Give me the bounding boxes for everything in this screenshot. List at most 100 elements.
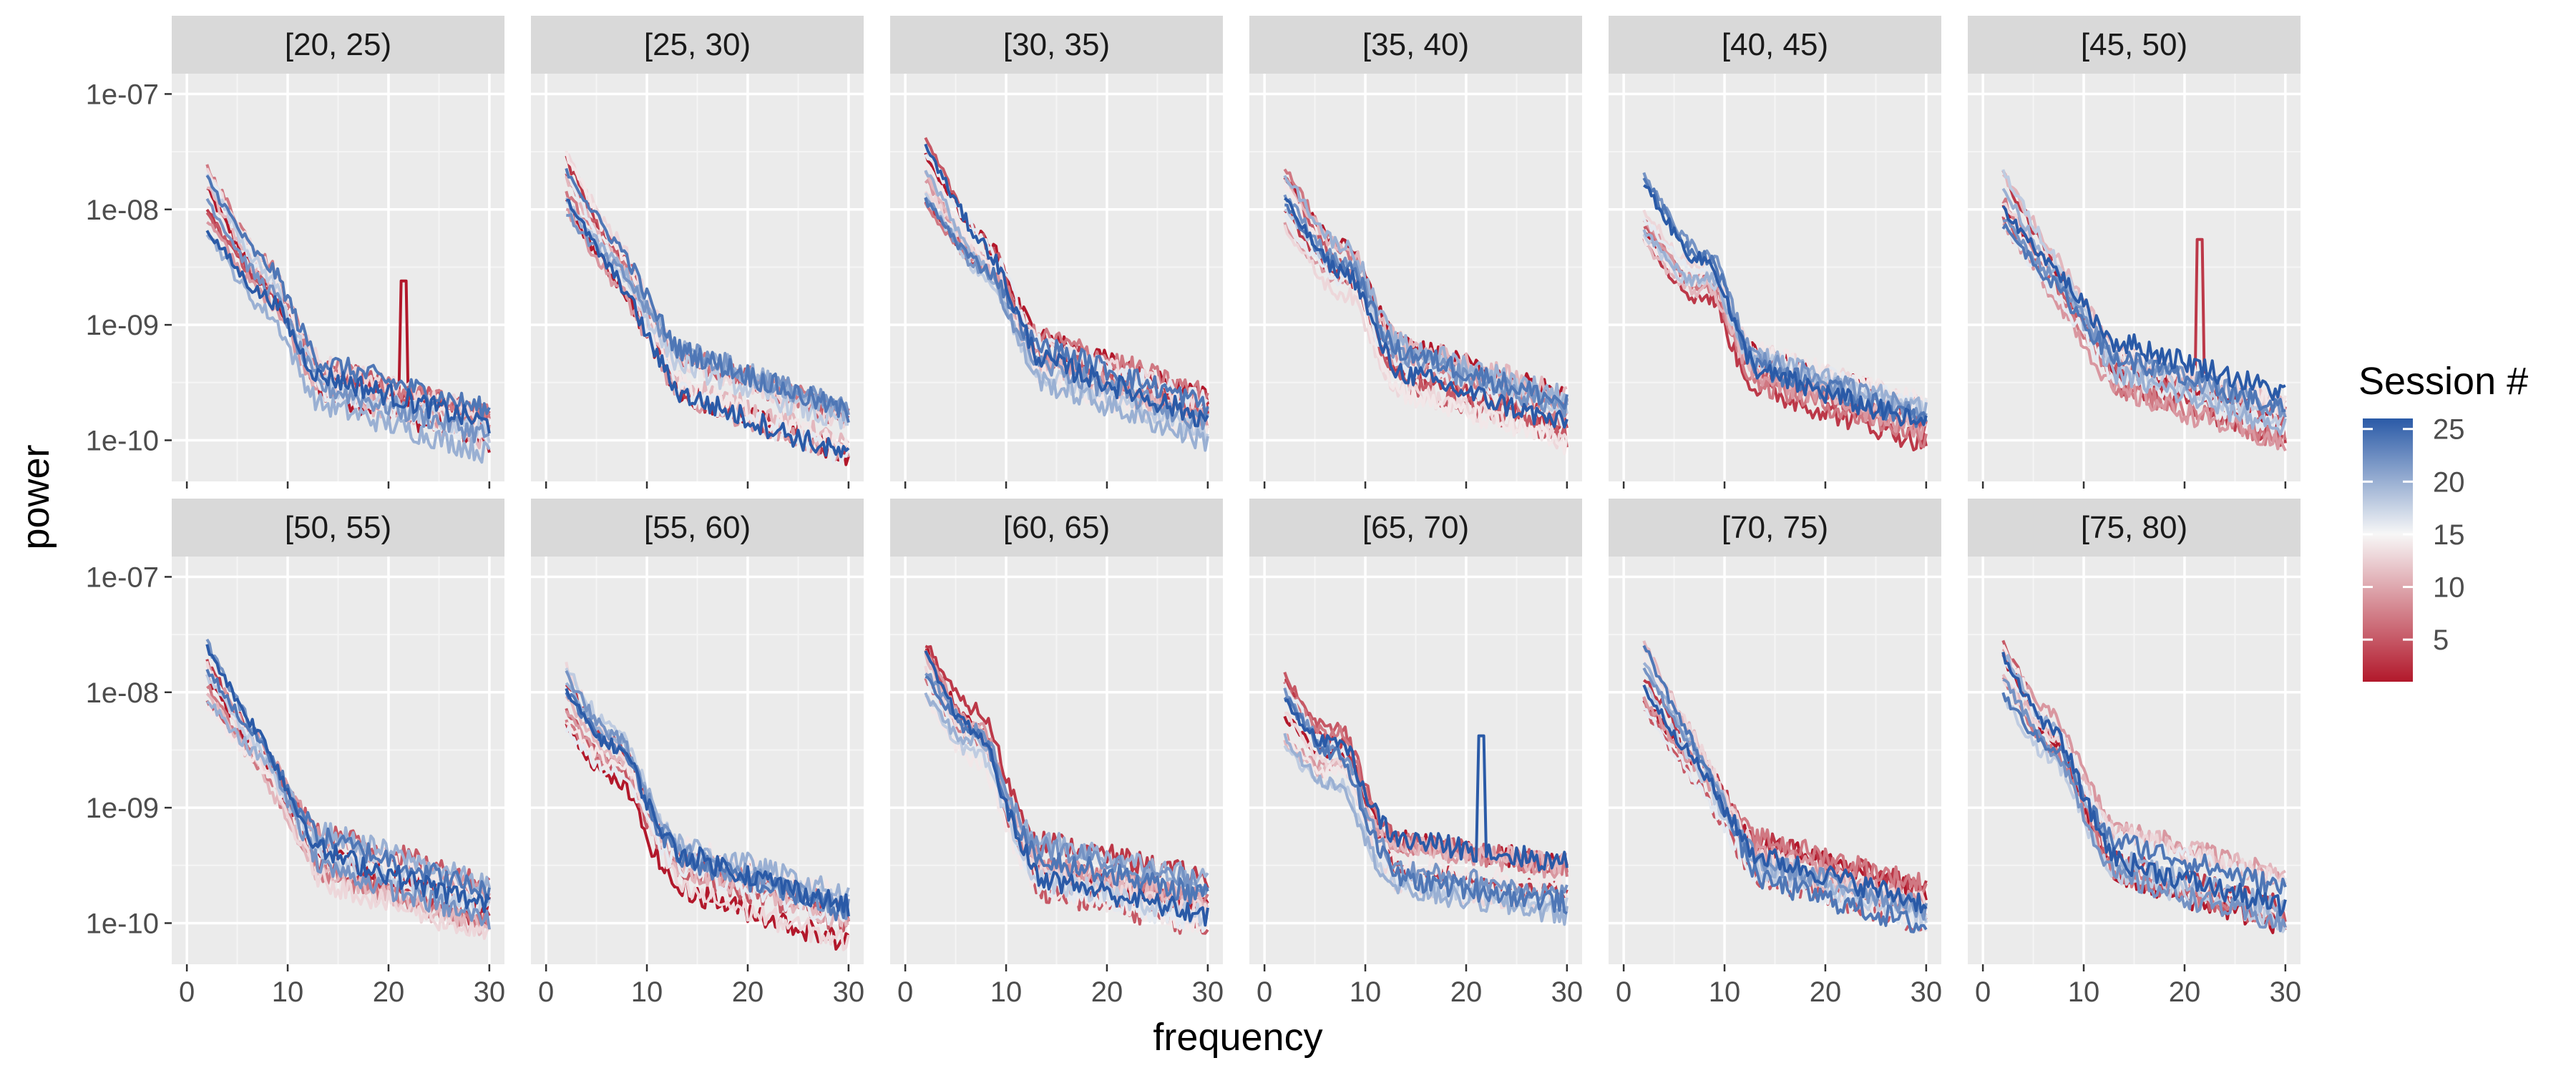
y-tick-label: 1e-07: [86, 79, 159, 110]
facet-strip-label: [70, 75): [1722, 510, 1828, 545]
series-lines: [924, 645, 1209, 935]
series-line: [2001, 652, 2287, 917]
series-line: [566, 198, 850, 459]
series-line: [1643, 184, 1928, 427]
x-tick-label: 0: [897, 976, 913, 1008]
facet-panel: [60, 65): [890, 499, 1223, 964]
panel-grid: [531, 74, 864, 481]
facet-strip-label: [75, 80): [2081, 510, 2187, 545]
series-lines: [2001, 640, 2287, 934]
series-line: [2002, 678, 2287, 933]
series-lines: [205, 164, 491, 464]
series-line: [565, 167, 850, 423]
series-lines: [924, 137, 1209, 452]
facet-panel: [20, 25): [172, 16, 504, 481]
x-tick-label: 0: [538, 976, 554, 1008]
x-tick-label: 20: [1810, 976, 1842, 1008]
y-tick-label: 1e-07: [86, 562, 159, 593]
y-axis-title: power: [14, 444, 57, 549]
panel-axes: 0 10 20 30 1e-07 1e-08 1e-09 1e-10: [86, 562, 505, 1008]
x-tick-label: 10: [990, 976, 1023, 1008]
series-line: [1642, 645, 1928, 934]
y-tick-label: 1e-09: [86, 793, 159, 824]
panel-axes: 0 10 20 30: [538, 964, 864, 1008]
x-tick-label: 30: [1911, 976, 1943, 1008]
series-line: [205, 175, 491, 422]
facet-panel: [55, 60): [531, 499, 864, 964]
panel-axes: 1e-07 1e-08 1e-09 1e-10: [86, 79, 491, 489]
facet-panel: [50, 55): [172, 499, 504, 964]
facet-panel: [75, 80): [1968, 499, 2301, 964]
x-tick-label: 20: [2169, 976, 2201, 1008]
facet-panel: [65, 70): [1249, 499, 1582, 964]
facet-strip: [1249, 16, 1582, 74]
facet-strip-label: [55, 60): [644, 510, 751, 545]
x-tick-label: 30: [474, 976, 506, 1008]
panel-axes: [1622, 481, 1928, 489]
series-line: [565, 197, 849, 430]
facet-strip: [1968, 16, 2301, 74]
panel-grid: [1249, 557, 1582, 964]
legend-tick-label: 10: [2433, 572, 2465, 604]
series-line: [205, 234, 491, 464]
facet-strip-label: [35, 40): [1362, 27, 1469, 62]
y-tick-label: 1e-10: [86, 908, 159, 939]
series-lines: [565, 150, 850, 466]
series-line: [924, 650, 1209, 927]
x-tick-label: 10: [631, 976, 663, 1008]
series-line: [2001, 223, 2286, 413]
facet-strip: [890, 16, 1223, 74]
y-tick-label: 1e-09: [86, 310, 159, 341]
series-line: [2001, 692, 2287, 896]
series-line: [1642, 217, 1928, 416]
legend-tick-label: 20: [2433, 466, 2465, 498]
facet-strip-label: [40, 45): [1722, 27, 1828, 62]
panel-grid: [172, 74, 504, 481]
series-line: [1284, 203, 1568, 410]
x-tick-label: 0: [1257, 976, 1272, 1008]
x-tick-label: 30: [833, 976, 865, 1008]
facet-strip: [172, 499, 504, 557]
series-line: [1642, 684, 1928, 914]
y-tick-label: 1e-10: [86, 425, 159, 456]
series-lines: [565, 662, 850, 951]
facet-panels: [20, 25) [25, 30) [30, 35) [35, 40) [40, 45)…: [172, 16, 2301, 964]
legend-tick-label: 15: [2433, 519, 2465, 551]
y-tick-label: 1e-08: [86, 195, 159, 226]
facet-strip: [1249, 499, 1582, 557]
x-tick-label: 20: [1091, 976, 1123, 1008]
x-tick-label: 10: [272, 976, 304, 1008]
panel-axes: 0 10 20 30: [1616, 964, 1942, 1008]
x-tick-label: 20: [1450, 976, 1483, 1008]
series-line: [924, 143, 1209, 428]
series-line: [1284, 698, 1568, 872]
series-line: [205, 230, 491, 434]
panel-axes: 0 10 20 30: [1257, 964, 1583, 1008]
facet-panel: [30, 35): [890, 16, 1223, 481]
x-tick-label: 0: [1975, 976, 1991, 1008]
panel-axes: [1981, 481, 2287, 489]
x-tick-label: 20: [732, 976, 764, 1008]
legend-tick-label: 25: [2433, 414, 2465, 446]
facet-panel: [35, 40): [1249, 16, 1582, 481]
series-line: [565, 687, 850, 916]
series-line: [205, 644, 491, 913]
series-line: [1284, 197, 1568, 429]
facet-strip: [531, 499, 864, 557]
series-line: [1642, 237, 1928, 451]
facet-strip: [172, 16, 504, 74]
x-tick-label: 30: [1192, 976, 1224, 1008]
facet-panel: [40, 45): [1609, 16, 1941, 481]
facet-strip: [1609, 499, 1941, 557]
facet-panel: [25, 30): [531, 16, 864, 481]
x-tick-label: 10: [2068, 976, 2100, 1008]
panel-axes: [1263, 481, 1568, 489]
panel-grid: [1968, 557, 2301, 964]
x-axis-title: frequency: [1153, 1016, 1322, 1059]
x-tick-label: 10: [1709, 976, 1741, 1008]
facet-strip-label: [20, 25): [285, 27, 391, 62]
facet-strip-label: [25, 30): [644, 27, 751, 62]
y-tick-label: 1e-08: [86, 677, 159, 709]
panel-axes: [545, 481, 850, 489]
